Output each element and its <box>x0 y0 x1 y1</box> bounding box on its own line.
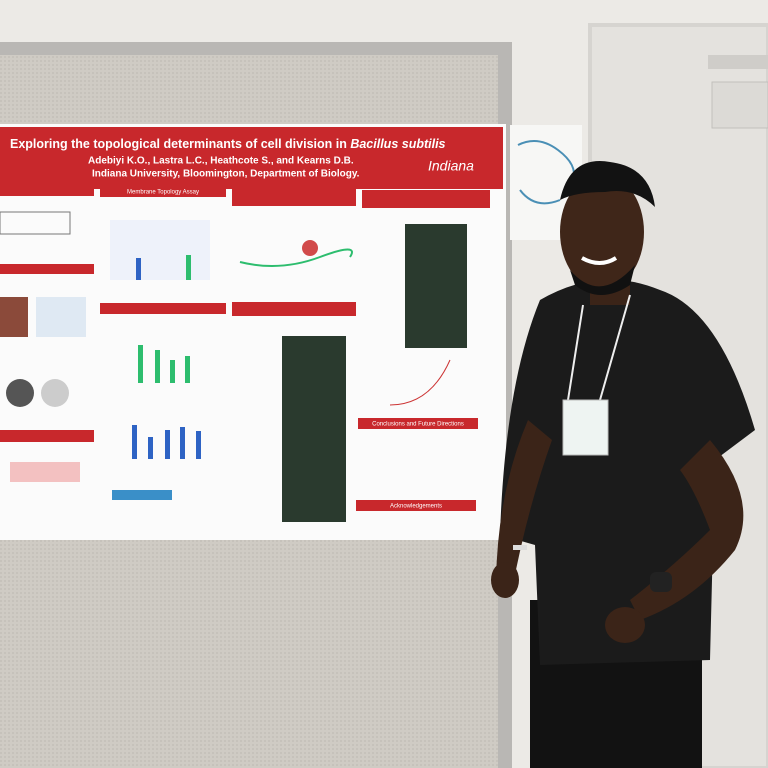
section-title: Membrane Topology Assay <box>127 190 199 196</box>
poster-logo: Indiana <box>428 158 474 174</box>
title-text: Exploring the topological determinants o… <box>10 137 347 151</box>
poster-columns <box>0 186 490 511</box>
poster-title: Exploring the topological determinants o… <box>10 137 446 151</box>
person <box>491 161 755 768</box>
door-hinge <box>708 55 768 69</box>
section-title: Acknowledgements <box>390 504 442 510</box>
section-title: Conclusions and Future Directions <box>372 422 464 428</box>
flyer-map <box>517 140 575 205</box>
title-species: Bacillus subtilis <box>350 137 445 151</box>
door-closer <box>711 81 768 129</box>
poster-authors: Adebiyi K.O., Lastra L.C., Heathcote S.,… <box>88 156 354 167</box>
poster-header <box>0 127 503 189</box>
poster-figures <box>0 211 467 522</box>
poster-affiliation: Indiana University, Bloomington, Departm… <box>92 169 360 180</box>
